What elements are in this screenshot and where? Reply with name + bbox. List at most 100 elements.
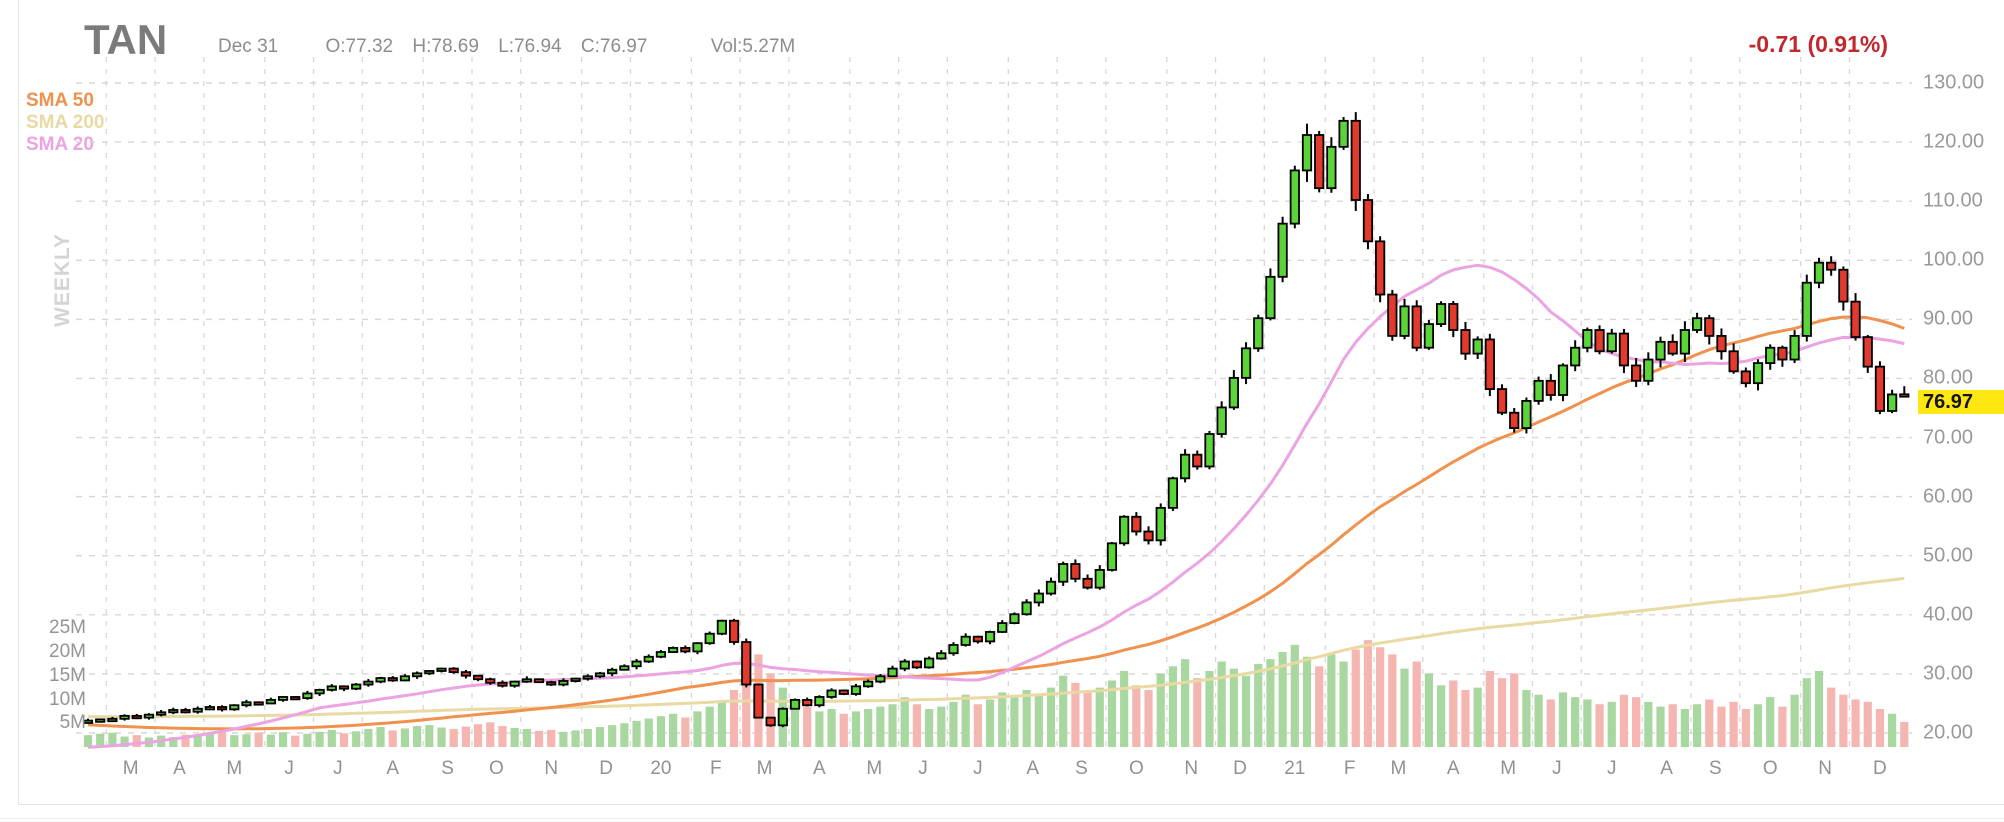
volume-bar	[534, 730, 544, 747]
candle-body	[1216, 406, 1227, 435]
candle-body	[948, 644, 959, 655]
candle-body	[814, 696, 825, 707]
month-label: M	[122, 758, 139, 779]
candle-body	[1362, 199, 1374, 243]
price-tick-label: 70.00	[1923, 426, 1974, 449]
candle-body	[789, 699, 801, 710]
candle-body	[972, 635, 983, 643]
volume-bar	[961, 694, 970, 747]
volume-bar	[876, 706, 885, 747]
candle-body	[546, 681, 557, 686]
volume-bar	[1497, 678, 1507, 747]
volume-bar	[1315, 666, 1324, 747]
sma-50-line	[87, 315, 1905, 731]
month-label: A	[813, 758, 826, 779]
candle-body	[997, 622, 1008, 633]
sma-200-line	[87, 576, 1905, 719]
volume-bar	[1461, 690, 1470, 747]
candle-body	[863, 680, 874, 688]
candle-body	[485, 678, 496, 684]
price-tick-label: 130.00	[1923, 71, 1985, 94]
candle-body	[1813, 261, 1825, 284]
volume-bar	[1266, 659, 1275, 747]
volume-bar	[522, 728, 531, 747]
candle-body	[1435, 303, 1447, 325]
volume-bar	[315, 731, 324, 747]
candle-body	[1582, 329, 1593, 349]
candle-body	[1509, 411, 1520, 429]
candle-body	[1874, 365, 1886, 412]
volume-bar	[486, 722, 495, 747]
candle-body	[741, 641, 752, 686]
candle-body	[1045, 580, 1057, 595]
candle-body	[1399, 305, 1410, 337]
volume-bar	[1278, 652, 1287, 747]
candle-body	[1765, 346, 1776, 364]
candle-body	[594, 672, 606, 678]
volume-bar	[1034, 694, 1043, 747]
sma-20-line	[87, 263, 1905, 749]
candle-body	[338, 685, 350, 690]
month-label: A	[173, 758, 186, 779]
candle-body	[984, 631, 996, 643]
volume-bar	[1644, 701, 1653, 747]
volume-bar	[96, 733, 105, 747]
volume-bar	[449, 728, 458, 747]
candle-body	[180, 709, 191, 714]
candle-body	[753, 683, 764, 719]
volume-bar	[766, 673, 775, 747]
volume-bar	[1302, 656, 1312, 747]
legend-sma-200: SMA 200	[26, 112, 105, 133]
volume-bar	[815, 711, 824, 747]
volume-bar	[1705, 699, 1714, 747]
candle-body	[1704, 317, 1715, 337]
volume-bar	[1229, 668, 1238, 747]
candle-body	[290, 696, 301, 701]
candle-body	[399, 675, 411, 682]
volume-bar	[1095, 687, 1104, 747]
candle-body	[1667, 340, 1678, 355]
candle-body	[1679, 329, 1690, 355]
month-label: J	[1552, 758, 1562, 779]
candle-body	[716, 619, 727, 635]
candle-body	[156, 711, 167, 716]
gridlines-layer	[76, 57, 1912, 747]
candle-body	[277, 696, 289, 701]
volume-bar	[669, 713, 678, 747]
volume-bar	[632, 720, 641, 747]
candle-body	[802, 699, 813, 707]
volume-bar	[900, 697, 909, 747]
candle-body	[875, 675, 886, 683]
candle-body	[1533, 379, 1544, 402]
price-tick-label: 20.00	[1923, 721, 1974, 744]
candle-body	[1094, 569, 1105, 589]
volume-bar	[461, 726, 470, 747]
volume-bar	[1583, 699, 1592, 747]
volume-bar	[1156, 673, 1165, 747]
candle-body	[351, 683, 362, 690]
month-label: J	[284, 758, 294, 779]
candle-body	[1265, 275, 1276, 320]
volume-bar	[1351, 649, 1360, 747]
candle-body	[960, 635, 971, 646]
candle-body	[1618, 332, 1630, 367]
volume-bar	[278, 732, 288, 747]
candle-body	[1167, 477, 1179, 509]
candle-body	[131, 714, 142, 720]
volume-bar	[1522, 690, 1531, 747]
candle-body	[82, 719, 94, 724]
candle-body	[314, 688, 325, 695]
volume-bar	[181, 734, 190, 747]
candle-body	[1033, 592, 1044, 604]
volume-bar	[1473, 687, 1482, 747]
month-label: D	[1233, 758, 1247, 779]
volume-bar	[120, 736, 129, 747]
volume-value: Vol:5.27M	[710, 36, 796, 57]
volume-bar	[1790, 694, 1799, 747]
volume-bar	[1546, 699, 1555, 747]
candle-body	[1119, 515, 1130, 545]
volume-bar	[1217, 661, 1226, 747]
month-label: O	[1128, 758, 1144, 779]
volume-bar	[729, 690, 739, 747]
